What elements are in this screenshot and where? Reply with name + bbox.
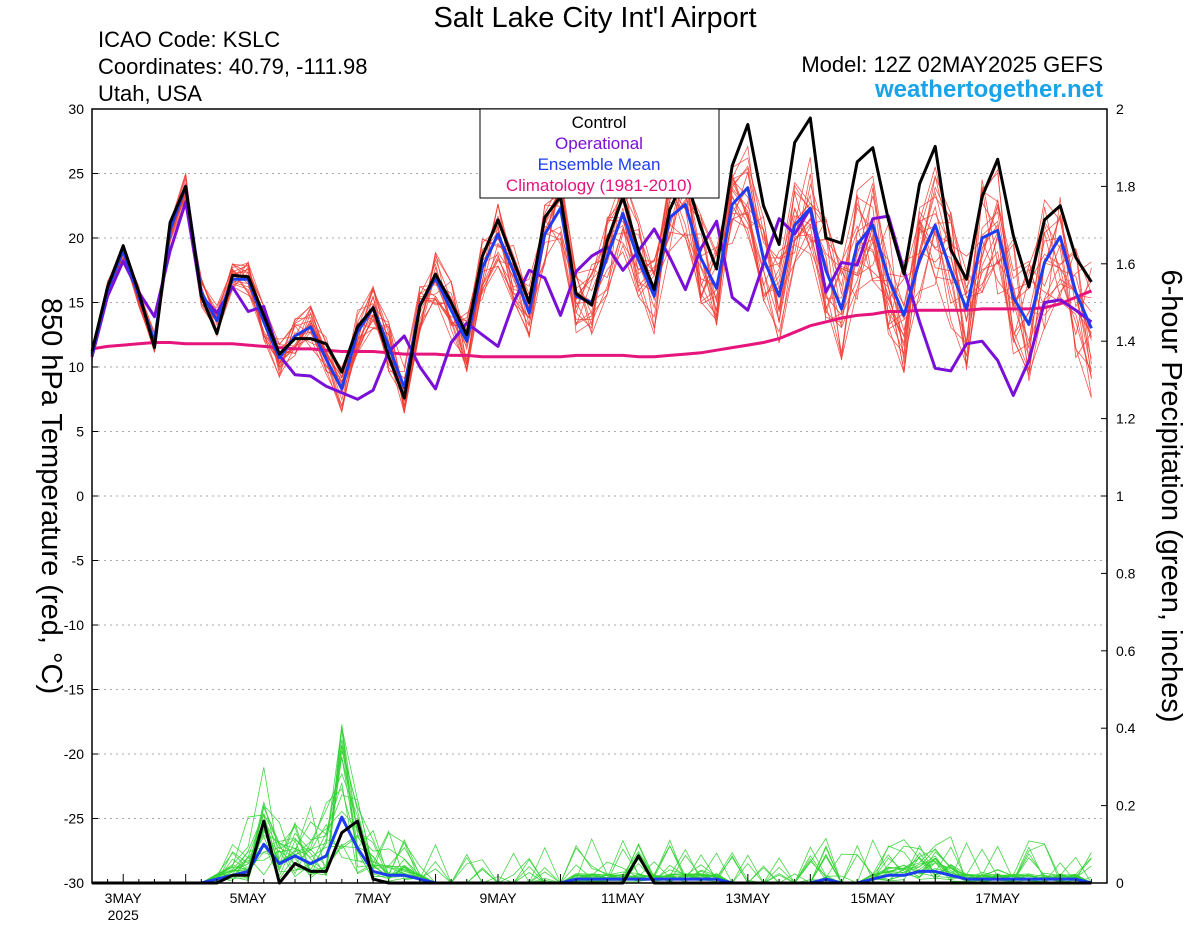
y2-tick-label: 0.2 (1116, 798, 1136, 814)
y-tick-label: -5 (72, 553, 85, 569)
y-tick-label: 20 (68, 230, 84, 246)
x-tick-label: 17MAY (975, 890, 1021, 906)
control-temp-line (90, 116, 1093, 400)
x-tick-label: 11MAY (601, 890, 645, 906)
y2-tick-label: 1.6 (1116, 256, 1136, 272)
precipitation-member-lines (92, 724, 1092, 884)
y-tick-label: 10 (68, 359, 84, 375)
axes: 302520151050-5-10-15-20-25-3021.81.61.41… (64, 101, 1136, 923)
x-tick-label: 7MAY (355, 890, 393, 906)
precipitation-member-line (92, 726, 1092, 884)
precipitation-member-line (92, 794, 1092, 884)
y-tick-label: -15 (64, 682, 84, 698)
y2-tick-label: 0.8 (1116, 565, 1136, 581)
precipitation-member-line (92, 729, 1092, 884)
y-tick-label: 15 (68, 295, 84, 311)
y-tick-label: 30 (68, 101, 84, 117)
y-axis-right-label: 6-hour Precipitation (green, inches) (1155, 270, 1187, 723)
y-tick-label: -10 (64, 617, 84, 633)
main-series-lines (90, 116, 1093, 885)
temperature-member-line (91, 170, 1092, 414)
x-tick-label: 5MAY (230, 890, 268, 906)
region-label: Utah, USA (98, 81, 202, 106)
y-tick-label: -25 (64, 811, 84, 827)
y2-tick-label: 1.2 (1116, 411, 1136, 427)
y2-tick-label: 0 (1116, 875, 1124, 891)
temperature-member-line (91, 175, 1092, 385)
icao-code-label: ICAO Code: KSLC (98, 27, 281, 52)
x-tick-sublabel: 2025 (108, 907, 139, 923)
temperature-member-line (91, 175, 1092, 379)
legend: Control Operational Ensemble Mean Climat… (479, 108, 720, 199)
temperature-member-line (91, 157, 1092, 397)
ensemble-mean-precip-line (92, 815, 1092, 885)
legend-box (479, 108, 720, 199)
legend-entry-control: Control (572, 113, 627, 132)
y2-tick-label: 2 (1116, 101, 1124, 117)
legend-entry-operational: Operational (555, 134, 643, 153)
climatology-1981-2010-temp-line (91, 289, 1092, 359)
y-tick-label: 25 (68, 166, 84, 182)
site-link[interactable]: weathertogether.net (874, 76, 1103, 103)
temperature-member-line (91, 174, 1092, 411)
y2-tick-label: 0.4 (1116, 720, 1136, 736)
legend-entry-climatology: Climatology (1981-2010) (506, 176, 692, 195)
x-tick-label: 3MAY (105, 890, 143, 906)
y2-tick-label: 0.6 (1116, 643, 1136, 659)
y-tick-label: 5 (76, 424, 84, 440)
temperature-member-line (91, 162, 1092, 414)
y2-tick-label: 1.8 (1116, 178, 1136, 194)
x-tick-label: 15MAY (850, 890, 896, 906)
coordinates-label: Coordinates: 40.79, -111.98 (98, 54, 368, 79)
model-run-label: Model: 12Z 02MAY2025 GEFS (801, 52, 1103, 77)
y2-tick-label: 1 (1116, 488, 1124, 504)
legend-entry-ensemble-mean: Ensemble Mean (538, 155, 661, 174)
precipitation-member-line (92, 757, 1092, 884)
y-axis-left-label: 850 hPa Temperature (red, °C) (35, 298, 67, 694)
y-tick-label: -30 (64, 875, 84, 891)
y-tick-label: -20 (64, 746, 84, 762)
y2-tick-label: 1.4 (1116, 333, 1136, 349)
plot-frame (91, 108, 1108, 884)
x-tick-label: 9MAY (479, 890, 517, 906)
chart-title: Salt Lake City Int'l Airport (433, 2, 757, 34)
x-tick-label: 13MAY (725, 890, 771, 906)
y-tick-label: 0 (76, 488, 84, 504)
